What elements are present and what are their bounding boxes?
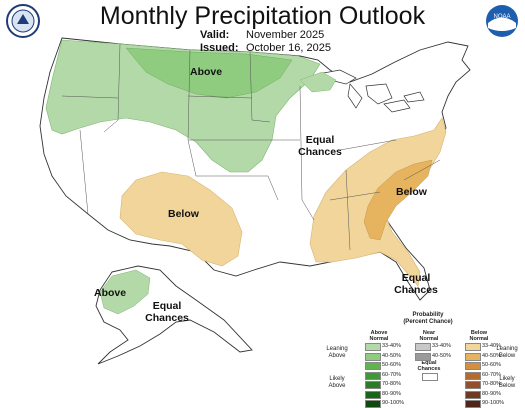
legend-bin-label-below-6: 90-100% <box>482 400 505 406</box>
label-equal-center-1: Equal <box>305 134 335 146</box>
label-equal-alaska: Equal Chances <box>142 300 192 324</box>
legend-swatch-near-0 <box>415 343 431 351</box>
legend-swatch-above-0 <box>365 343 381 351</box>
commerce-seal-logo <box>6 4 40 38</box>
legend-swatch-above-6 <box>365 400 381 408</box>
legend-head-near-1: Near <box>422 330 436 336</box>
legend-swatch-above-3 <box>365 371 381 380</box>
legend-swatch-above-5 <box>365 390 381 399</box>
label-equal-center-2: Chances <box>298 146 342 158</box>
legend-bin-label-below-0: 33-40% <box>482 343 501 349</box>
legend-swatch-above-1 <box>365 352 381 361</box>
legend-head-above: Above Normal <box>362 330 396 342</box>
noaa-logo: NOAA <box>486 5 518 37</box>
legend-bin-label-near-0: 33-40% <box>432 343 451 349</box>
legend-likely-below-2: Below <box>498 383 516 389</box>
label-equal-alaska-1: Equal <box>152 300 182 312</box>
legend-likely-below-1: Likely <box>499 376 515 382</box>
valid-label: Valid: <box>200 29 230 41</box>
label-equal-alaska-2: Chances <box>145 312 189 324</box>
legend-bin-label-below-1: 40-50% <box>482 352 501 359</box>
label-equal-florida-1: Equal <box>401 272 431 284</box>
legend-equal-chances: Equal Chances <box>412 360 446 372</box>
issued-value: October 16, 2025 <box>246 42 332 54</box>
legend-bin-label-below-3: 60-70% <box>482 371 501 378</box>
legend-swatch-below-4 <box>465 381 481 389</box>
label-below-southwest: Below <box>168 208 199 220</box>
legend-likely-above: Likely Above <box>320 376 354 390</box>
legend-bin-label-above-0: 33-40% <box>382 343 401 349</box>
label-equal-center: Equal Chances <box>294 134 346 158</box>
legend-bin-label-below-5: 80-90% <box>482 390 501 397</box>
legend-title: Probability (Percent Chance) <box>388 312 468 326</box>
legend-likely-below: Likely Below <box>490 376 524 390</box>
legend-head-above-1: Above <box>370 330 388 336</box>
label-equal-florida: Equal Chances <box>394 272 438 296</box>
legend-swatch-near-1 <box>415 352 431 361</box>
legend-likely-above-2: Above <box>328 383 346 389</box>
below-region-southeast-inner <box>363 159 433 241</box>
legend-title-1: Probability <box>412 312 444 318</box>
legend-swatch-below-3 <box>465 371 481 380</box>
legend-bin-label-near-1: 40-50% <box>432 352 451 359</box>
legend-bin-label-above-6: 90-100% <box>382 400 405 406</box>
legend-swatch-below-6 <box>465 400 481 408</box>
legend-head-below: Below Normal <box>462 330 496 342</box>
label-above-north: Above <box>190 66 223 78</box>
above-region-michigan <box>299 71 337 93</box>
label-equal-florida-2: Chances <box>394 284 438 296</box>
issued-label: Issued: <box>200 42 239 54</box>
legend-leaning-below-2: Below <box>498 353 516 359</box>
legend-bin-label-above-2: 50-60% <box>382 362 401 368</box>
legend-bin-label-below-2: 50-60% <box>482 362 501 368</box>
legend-bin-label-below-4: 70-80% <box>482 381 501 387</box>
legend-leaning-below-1: Leaning <box>496 346 518 352</box>
legend-leaning-above-1: Leaning <box>326 346 348 352</box>
legend-bin-label-above-4: 70-80% <box>382 381 401 387</box>
legend-equal-1: Equal <box>421 360 437 366</box>
legend-head-near: Near Normal <box>412 330 446 342</box>
legend-likely-above-1: Likely <box>329 376 345 382</box>
legend-head-below-1: Below <box>470 330 488 336</box>
legend-head-below-2: Normal <box>469 336 489 342</box>
legend-swatch-above-4 <box>365 381 381 389</box>
great-lakes <box>316 69 425 113</box>
legend-head-near-2: Normal <box>419 336 439 342</box>
legend-swatch-below-0 <box>465 343 481 351</box>
legend-swatch-below-1 <box>465 352 481 361</box>
svg-text:NOAA: NOAA <box>493 14 510 20</box>
legend-swatch-below-5 <box>465 390 481 399</box>
legend-head-above-2: Normal <box>369 336 389 342</box>
date-info: Valid: November 2025 Issued: October 16, 2… <box>200 29 331 55</box>
alaska-above-region <box>99 269 151 315</box>
valid-value: November 2025 <box>246 29 325 41</box>
legend-equal-2: Chances <box>417 366 441 372</box>
probability-legend: Probability (Percent Chance) Above Norma… <box>320 312 525 408</box>
legend-leaning-above-2: Above <box>328 353 346 359</box>
legend-bin-label-above-1: 40-50% <box>382 352 401 359</box>
legend-bin-label-above-3: 60-70% <box>382 371 401 378</box>
legend-leaning-above: Leaning Above <box>320 346 354 360</box>
legend-title-2: (Percent Chance) <box>403 319 453 325</box>
legend-bin-label-above-5: 80-90% <box>382 390 401 397</box>
legend-leaning-below: Leaning Below <box>490 346 524 360</box>
legend-swatch-above-2 <box>365 362 381 370</box>
state-boundaries <box>61 43 441 251</box>
legend-swatch-equal <box>422 373 438 381</box>
legend-swatch-below-2 <box>465 362 481 370</box>
label-above-alaska: Above <box>94 287 127 299</box>
below-region-southwest <box>119 171 243 267</box>
label-below-southeast: Below <box>396 186 427 198</box>
page-title: Monthly Precipitation Outlook <box>99 2 426 30</box>
